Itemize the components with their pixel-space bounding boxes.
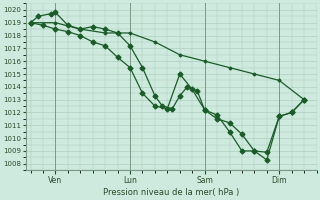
X-axis label: Pression niveau de la mer( hPa ): Pression niveau de la mer( hPa ): [103, 188, 239, 197]
